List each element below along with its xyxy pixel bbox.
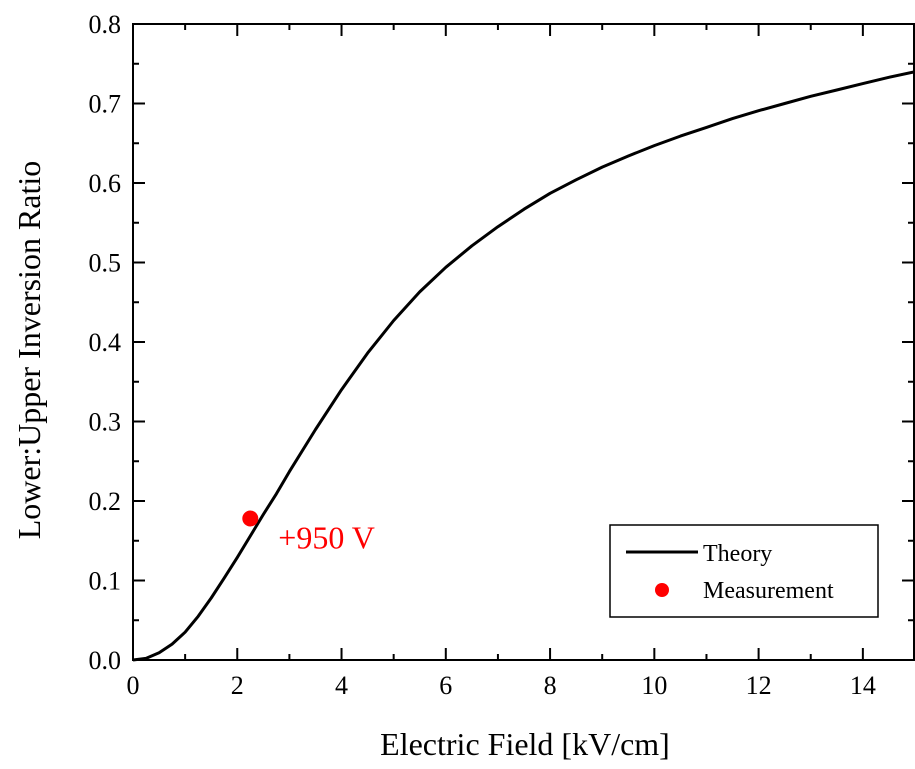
x-tick-label: 0: [127, 671, 140, 700]
x-tick-label: 14: [850, 671, 876, 700]
y-tick-label: 0.2: [89, 487, 122, 516]
tick-labels: 0 2 4 6 8 10 12 14 0.0 0.1 0.2 0.3 0.4 0.5 0.6 0.7 0.8: [89, 10, 876, 700]
axis-ticks: [132, 23, 914, 661]
measurement-annotation: +950 V: [278, 519, 375, 555]
x-tick-label: 8: [544, 671, 557, 700]
y-tick-label: 0.4: [89, 328, 122, 357]
y-tick-label: 0.3: [89, 408, 122, 437]
theory-line: [132, 70, 915, 662]
x-tick-label: 4: [335, 671, 348, 700]
x-axis-label: Electric Field [kV/cm]: [380, 726, 670, 762]
legend-box: [609, 524, 879, 618]
legend-theory-label: Theory: [703, 541, 772, 567]
legend-measurement-swatch: [655, 583, 669, 597]
x-tick-label: 6: [439, 671, 452, 700]
legend-measurement-label: Measurement: [703, 578, 834, 604]
y-tick-label: 0.0: [89, 646, 122, 675]
y-tick-label: 0.7: [89, 90, 122, 119]
y-tick-label: 0.8: [89, 10, 122, 39]
measurement-point: [242, 510, 259, 527]
legend: Theory Measurement: [609, 524, 879, 618]
y-tick-label: 0.6: [89, 169, 122, 198]
y-tick-label: 0.5: [89, 249, 122, 278]
x-tick-label: 10: [641, 671, 667, 700]
x-tick-label: 2: [231, 671, 244, 700]
series-layer: [132, 70, 915, 662]
x-tick-label: 12: [746, 671, 772, 700]
y-axis-label: Lower:Upper Inversion Ratio: [11, 161, 47, 540]
y-tick-label: 0.1: [89, 567, 122, 596]
annotations: +950 V: [278, 519, 375, 555]
